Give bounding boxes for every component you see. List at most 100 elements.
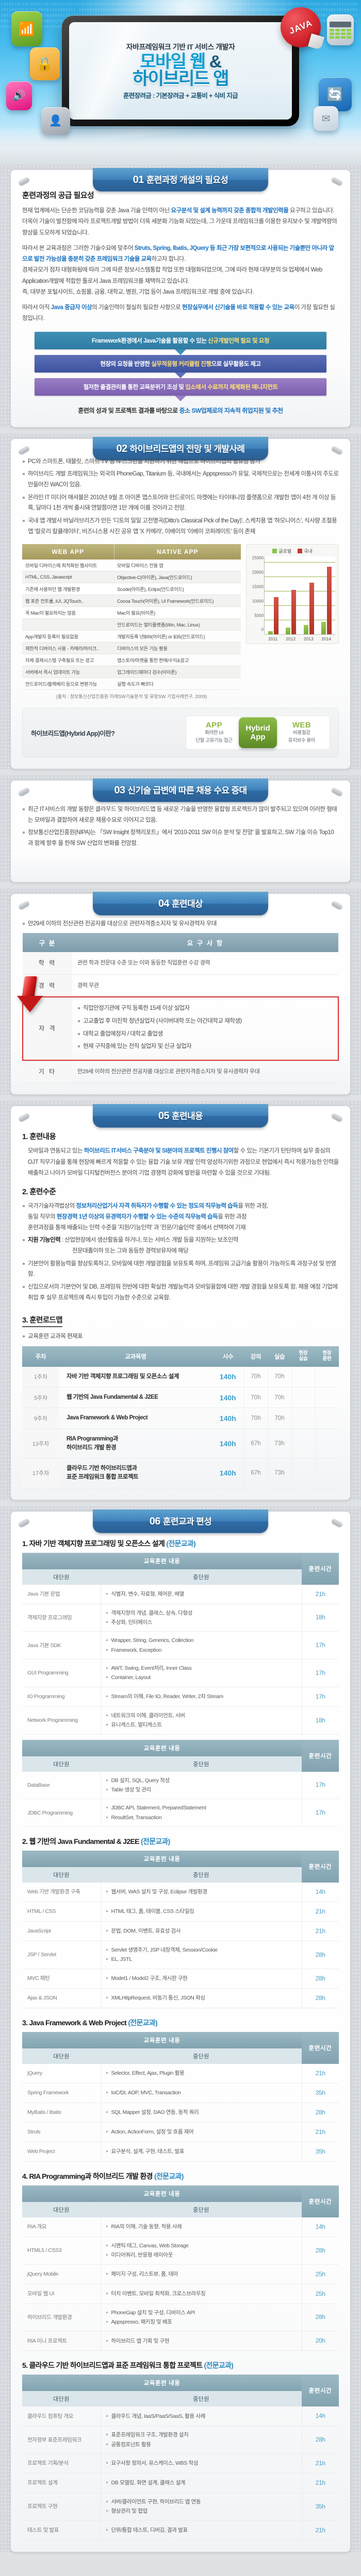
flow-arrow-1 <box>175 349 186 355</box>
cell-hours: 21h <box>301 1584 339 1604</box>
col-minor-unit: 중단원 <box>101 2048 302 2064</box>
list-item: 만29세 이하의 전산관련 전공자를 대상으로 관련자격증소지자 및 유사경력자… <box>22 919 339 929</box>
cell-week: 5주차 <box>22 1387 59 1409</box>
col-total-hours: 시수 <box>212 1346 244 1367</box>
section-number-05: 05 <box>158 1110 170 1122</box>
cell-subject: RIA Programming과 하이브리드 개발 환경 <box>59 1429 212 1459</box>
cell-major-unit: Ajax & JSON <box>22 1988 101 2008</box>
cell-major-unit: HTML / CSS <box>22 1902 101 1922</box>
list-item: 국내 앱 개발사 바닐라브리즈가 만든 '디토의 일일 고전명곡(Ditto's… <box>22 516 339 537</box>
flow-step-2: 현장의 요청을 반영한 실무적응형 커리큘럼 진행으로 실무활용도 제고 <box>35 354 326 372</box>
hero-title-line1: 모바일 웹 <box>140 52 206 72</box>
cell-hours: 17h <box>301 1631 339 1660</box>
cell-field-training <box>315 1387 339 1409</box>
cell-major-unit: jQuery Mobile <box>22 2264 101 2284</box>
minor-unit-list: PhoneGap 설치 및 구성, 디바이스 API Appspresso, 패키… <box>106 2308 297 2327</box>
hero-title-amp: & <box>209 52 222 72</box>
cell-lecture: 70h <box>243 1408 268 1429</box>
cell-major-unit: GUI Programming <box>22 1659 101 1687</box>
row-key: 학 력 <box>23 952 72 975</box>
table-row: jQuery Selector, Effect, Ajax, Plugin 활용 2… <box>22 2063 339 2083</box>
section-number-02: 02 <box>116 443 128 454</box>
table-row: 서버에서 즉시 업데이트 가능 업그레이드때마다 검수(아이폰) <box>22 666 241 679</box>
s01-p2-c: 하고자 합니다. <box>151 256 186 263</box>
section-header-01: 01 훈련과정 개설의 필요성 <box>93 168 268 192</box>
list-item: Framework, Exception <box>106 1646 297 1655</box>
web-vs-native-table: WEB APP NATIVE APP 모바일 디바이스에 최적화된 웹사이트 모바… <box>22 544 241 690</box>
section-band-02: 02 하이브리드앱의 전망 및 개발사례 PC와 스마트폰, 태블릿, 스마트 T… <box>0 433 361 769</box>
cell-major-unit: jQuery <box>22 2063 101 2083</box>
list-item: 교육훈련 교과목 편재표 <box>22 1331 339 1342</box>
cell-native: 모바일 디바이스 전용 앱 <box>114 560 241 572</box>
list-item: 공통컴포넌트 활용 <box>106 2440 297 2449</box>
cell-major-unit: RIA 개요 <box>22 2217 101 2237</box>
hybrid-core-line1: Hybrid <box>245 723 270 733</box>
list-item: AWT, Swing, Event처리, Inner Class <box>106 1664 297 1673</box>
minor-unit-list: 문법, DOM, 이벤트, 유효성 검사 <box>106 1926 297 1936</box>
module-title-text: 5. 클라우드 기반 하이브리드앱과 표준 프레임워크 통합 프로젝트 <box>22 2361 204 2370</box>
cell-hours: 21h <box>301 2122 339 2142</box>
hero-title-line2: 하이브리드 앱 <box>133 69 229 89</box>
list-item: 식별자, 변수, 자료형, 제어문, 배열 <box>106 1589 297 1599</box>
cell-practice: 70h <box>267 1387 291 1409</box>
cell-hours: 21h <box>301 2520 339 2540</box>
curriculum-module-title: 5. 클라우드 기반 하이브리드앱과 표준 프레임워크 통합 프로젝트 (전문교… <box>22 2360 339 2370</box>
s01-p1-b: 요구분석 및 설계 능력까지 갖춘 종합적 개발인력을 <box>171 208 289 214</box>
cell-hours: 28h <box>301 1969 339 1989</box>
table-row: 하이브리드 개발환경 PhoneGap 설치 및 구성, 디바이스 API Apps… <box>22 2303 339 2332</box>
cell-major-unit: 하이브리드 개발환경 <box>22 2303 101 2332</box>
cell-hours: 28h <box>301 2426 339 2454</box>
cell-week: 1주차 <box>22 1366 59 1388</box>
table-row: MyBatis / Ibatis SQL Mapper 설정, DAO 연동, 동… <box>22 2103 339 2123</box>
cell-week: 9주차 <box>22 1408 59 1429</box>
table-row: JDBC Programming JDBC API, Statement, Pre… <box>22 1799 339 1827</box>
col-lecture: 강의 <box>244 1346 268 1367</box>
cell-hours: 25h <box>301 2284 339 2304</box>
section-header-02: 02 하이브리드앱의 전망 및 개발사례 <box>93 436 268 461</box>
curriculum-module-title: 4. RIA Programming과 하이브리드 개발 환경 (전문교과) <box>22 2171 339 2181</box>
cell-major-unit: Web Project <box>22 2142 101 2162</box>
col-subject: 교과목명 <box>59 1346 212 1367</box>
cell-subject: 웹 기반의 Java Fundamental & J2EE <box>59 1387 212 1409</box>
section-number-04: 04 <box>158 897 170 909</box>
table-row: DataBase DB 설치, SQL, Query 작성 Table 생성 및 관… <box>22 1771 339 1800</box>
flow-conclusion-hl: 중소 SW업체로의 지속적 취업지원 및 추천 <box>179 406 284 414</box>
s01-flow-diagram: Framework환경에서 Java기술을 활용할 수 있는 신규개발인력 필요… <box>35 331 326 415</box>
list-item: 하이브리드 앱 기획 및 구현 <box>106 2336 297 2346</box>
col-major-unit: 대단원 <box>22 2391 101 2407</box>
hybrid-web-caption: WEB <box>292 721 311 730</box>
cell-major-unit: Struts <box>22 2122 101 2142</box>
minor-unit-list: 표준프레임워크 구조, 개발환경 설치 공통컴포넌트 활용 <box>106 2430 297 2449</box>
chart-bar <box>326 567 332 635</box>
cell-hours: 14h <box>301 2406 339 2427</box>
cell-field-training <box>315 1408 339 1429</box>
list-item: 지원 기능인력 : 산업현장에서 생산활동을 하거나, 또는 서비스 개발 등을… <box>22 1235 339 1256</box>
section-header-06: 06 훈련교과 편성 <box>93 1509 268 1533</box>
cell-field-training <box>315 1429 339 1459</box>
table-row: 프로젝트 구현 서버/클라이언트 구현, 하이브리드 앱 연동 형상관리 및 협업 3… <box>22 2493 339 2521</box>
cell-field-practice <box>291 1458 315 1488</box>
cell-major-unit: Network Programming <box>22 1706 101 1735</box>
section-number-01: 01 <box>133 174 144 185</box>
cell-major-unit: DataBase <box>22 1771 101 1800</box>
cell-minor-unit: SQL Mapper 설정, DAO 연동, 동적 쿼리 <box>101 2103 302 2123</box>
cell-field-training <box>315 1366 339 1388</box>
col-training-hours: 훈련시간 <box>302 2031 339 2064</box>
col-field-practice: 현장 실습 <box>291 1346 315 1367</box>
cell-hours: 35h <box>301 2142 339 2162</box>
list-item: 고교졸업 후 미진학 청년실업자 (사이버대학 또는 야간대학교 재학생) <box>77 1016 333 1027</box>
chart-bar-group <box>282 556 300 635</box>
col-requirement: 요 구 사 항 <box>72 933 338 953</box>
module-tag: (전문교과) <box>140 1837 170 1846</box>
col-web-app: WEB APP <box>22 544 114 560</box>
list-item: ResultSet, Transaction <box>106 1813 297 1822</box>
s02-bullet-list: PC와 스마트폰, 태블릿, 스마트 TV 등 N-스크린을 지원하기 위한 해… <box>22 456 339 537</box>
cell-native: 앱스토어/마켓을 통한 판매/수익&광고 <box>114 654 241 667</box>
cell-lecture: 70h <box>243 1387 268 1409</box>
list-item: 국가기술자격법상의 정보처리산업기사 자격 취득자가 수행할 수 있는 정도의 … <box>22 1201 339 1233</box>
col-training-hours: 훈련시간 <box>302 2185 339 2217</box>
cell-major-unit: JavaScript <box>22 1921 101 1942</box>
cell-minor-unit: 요구분석, 설계, 구현, 테스트, 발표 <box>101 2142 302 2162</box>
minor-unit-list: 하이브리드 앱 기획 및 구현 <box>106 2336 297 2346</box>
chart-bar-group <box>318 556 335 635</box>
